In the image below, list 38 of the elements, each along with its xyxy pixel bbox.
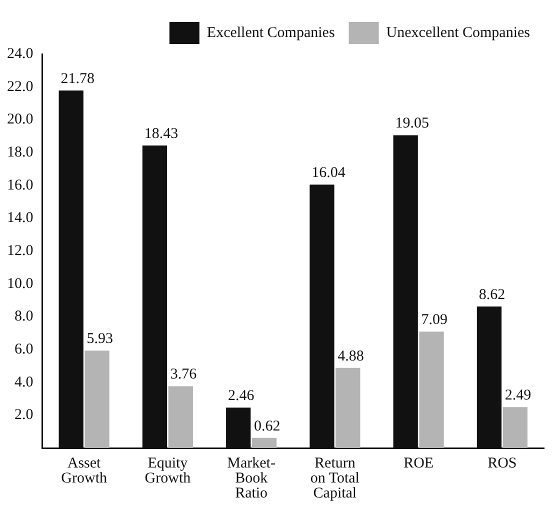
x-tick-label: Equity Growth — [144, 455, 192, 486]
data-label: 16.04 — [312, 165, 346, 182]
y-tick-label: 4.0 — [14, 374, 34, 390]
data-label: 0.62 — [254, 418, 280, 434]
y-tick-label: 20.0 — [7, 112, 34, 128]
bar — [502, 407, 528, 448]
x-tick-label: ROS — [488, 455, 517, 472]
x-tick-label: Asset Growth — [61, 455, 108, 486]
y-tick-label: 14.0 — [7, 210, 34, 226]
data-label: 2.49 — [504, 388, 532, 404]
legend-label: Excellent Companies — [206, 24, 335, 41]
x-tick-label: Return on Total Capital — [310, 455, 360, 502]
y-tick-label: 6.0 — [14, 341, 34, 358]
data-label: 18.43 — [144, 126, 178, 142]
bar — [336, 368, 360, 448]
bar — [168, 386, 193, 448]
x-tick-label: Market-Book Ratio — [227, 455, 276, 502]
y-tick-label: 16.0 — [7, 177, 34, 194]
y-tick-label: 10.0 — [7, 276, 34, 292]
y-tick-label: 22.0 — [7, 78, 34, 95]
bar — [252, 438, 277, 448]
y-tick-label: 12.0 — [7, 242, 34, 259]
legend-label: Unexcellent Companies — [386, 24, 530, 41]
y-tick-label: 2.0 — [14, 407, 34, 424]
data-label: 2.46 — [228, 388, 255, 404]
y-tick-label: 18.0 — [7, 144, 34, 160]
y-tick-label: 8.0 — [14, 308, 34, 325]
bar — [84, 350, 110, 448]
x-tick-label: ROE — [404, 455, 434, 472]
data-label: 5.93 — [86, 331, 113, 348]
data-label: 8.62 — [478, 286, 506, 303]
data-label: 21.78 — [60, 70, 95, 87]
data-label: 3.76 — [170, 366, 198, 383]
data-label: 19.05 — [395, 116, 430, 132]
bar — [419, 332, 444, 448]
data-label: 7.09 — [421, 312, 448, 328]
data-label: 4.88 — [338, 348, 364, 364]
y-tick-label: 24.0 — [7, 46, 34, 62]
